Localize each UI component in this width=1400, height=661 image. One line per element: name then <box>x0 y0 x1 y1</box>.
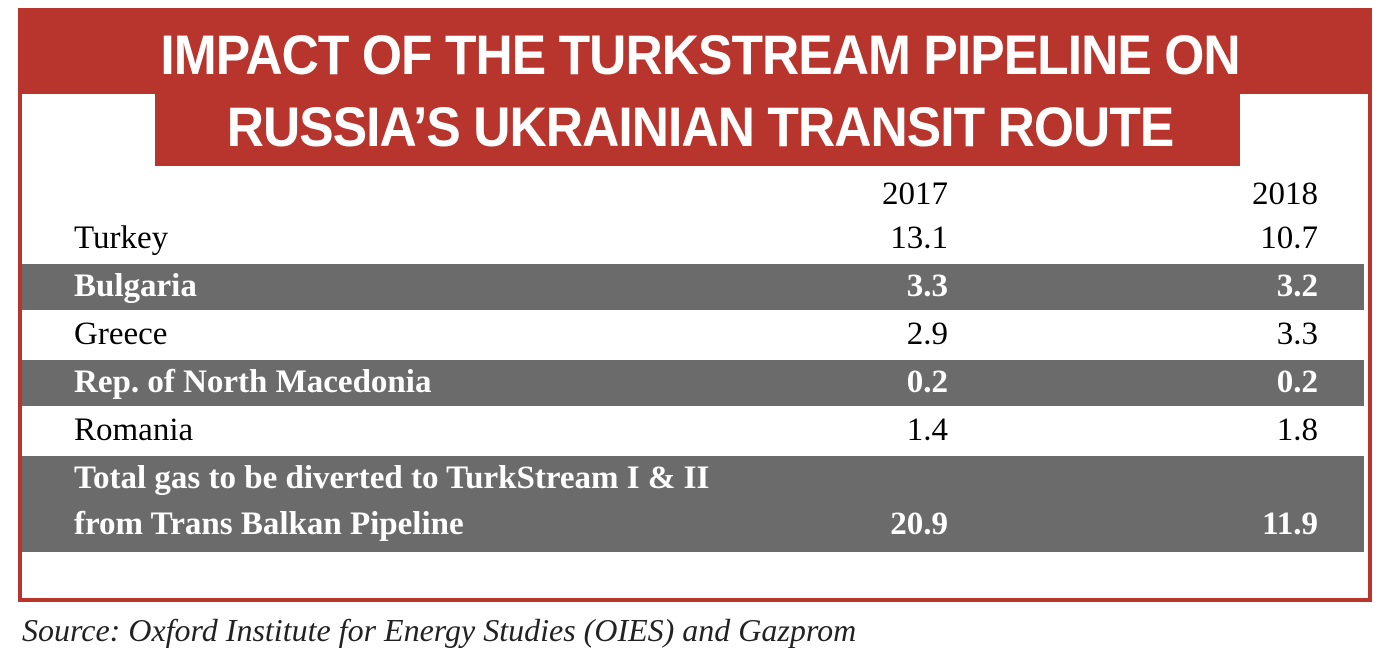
cell-value: 2.9 <box>906 316 948 352</box>
table-row: Greece 2.9 3.3 <box>22 312 1364 358</box>
cell-value: 11.9 <box>1262 506 1318 542</box>
cell-value: 0.2 <box>1276 364 1318 400</box>
title-band <box>18 8 1372 94</box>
column-header: 2018 <box>1252 176 1318 212</box>
header-row: 2017 2018 <box>22 172 1364 216</box>
title: IMPACT OF THE TURKSTREAM PIPELINE ON <box>160 23 1240 86</box>
cell-value: 3.2 <box>1276 268 1318 304</box>
cell-value: 3.3 <box>906 268 948 304</box>
row-label: Rep. of North Macedonia <box>74 364 432 400</box>
table-row: Romania 1.4 1.8 <box>22 408 1364 454</box>
table-row: Bulgaria 3.3 3.2 <box>22 264 1364 310</box>
cell-value: 20.9 <box>890 506 948 542</box>
source-note: Source: Oxford Institute for Energy Stud… <box>22 612 857 648</box>
title-band <box>155 90 1240 166</box>
cell-value: 1.8 <box>1276 412 1318 448</box>
table-row: Total gas to be diverted to TurkStream I… <box>22 456 1364 552</box>
table-row: Turkey 13.1 10.7 <box>22 216 1364 262</box>
cell-value: 3.3 <box>1276 316 1318 352</box>
row-label: Bulgaria <box>74 268 197 304</box>
cell-value: 1.4 <box>906 412 948 448</box>
table-row: Rep. of North Macedonia 0.2 0.2 <box>22 360 1364 406</box>
row-label: Total gas to be diverted to TurkStream I… <box>74 460 710 496</box>
row-label: Romania <box>74 412 194 448</box>
row-label: from Trans Balkan Pipeline <box>74 506 464 542</box>
column-header: 2017 <box>882 176 948 212</box>
row-label: Greece <box>74 316 168 352</box>
title: RUSSIA’S UKRAINIAN TRANSIT ROUTE <box>226 95 1175 158</box>
cell-value: 0.2 <box>906 364 948 400</box>
cell-value: 10.7 <box>1260 220 1318 256</box>
row-label: Turkey <box>74 220 169 256</box>
cell-value: 13.1 <box>890 220 948 256</box>
